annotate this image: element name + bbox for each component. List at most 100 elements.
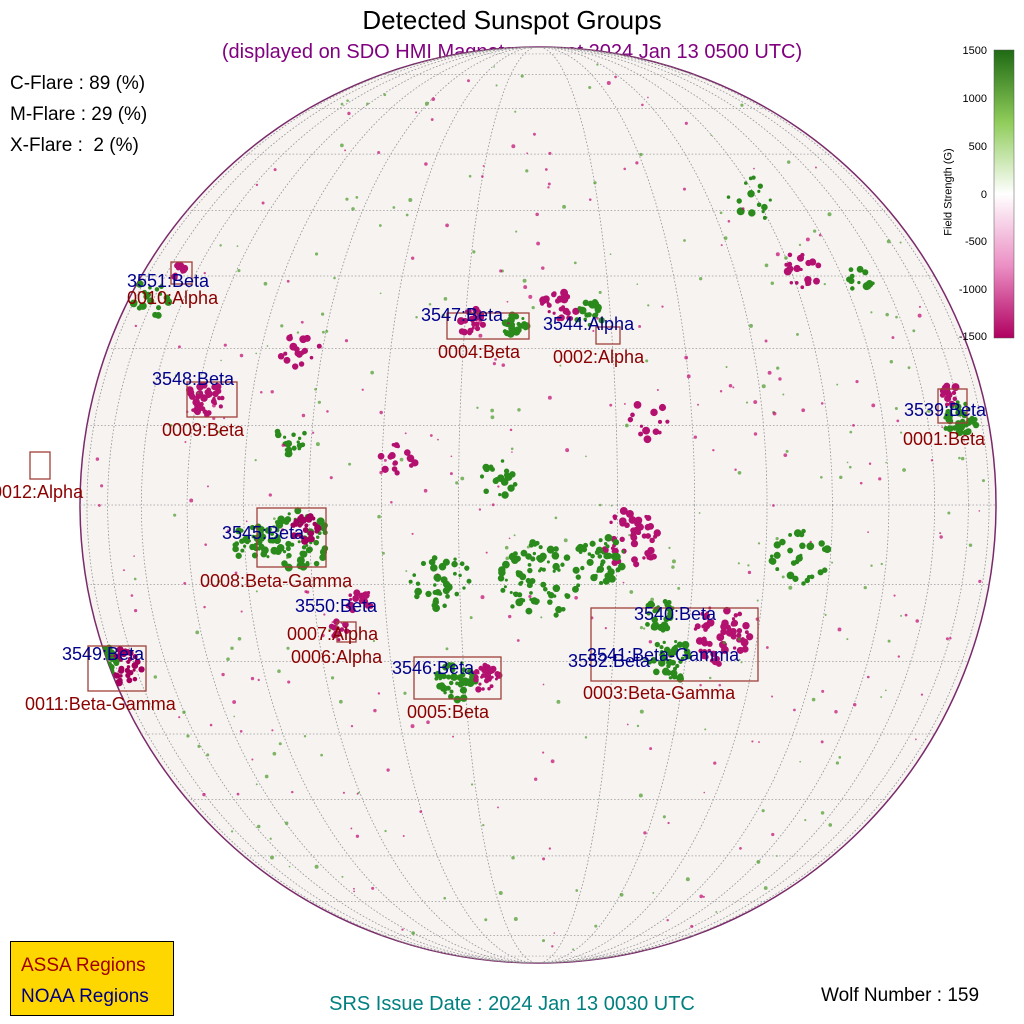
magnetic-speck: [710, 134, 713, 137]
magnetic-patch: [244, 539, 250, 545]
magnetic-speck: [237, 636, 242, 641]
magnetic-patch: [444, 583, 453, 592]
magnetic-patch: [204, 412, 209, 417]
magnetic-speck: [912, 329, 916, 333]
magnetic-patch: [154, 287, 160, 292]
magnetic-speck: [383, 93, 387, 97]
magnetic-patch: [420, 560, 427, 567]
magnetic-speck: [547, 182, 551, 186]
magnetic-patch: [572, 307, 580, 315]
magnetic-patch: [428, 558, 436, 566]
magnetic-patch: [498, 568, 506, 577]
magnetic-speck: [346, 99, 349, 102]
magnetic-patch: [552, 569, 556, 573]
magnetic-speck: [218, 430, 221, 434]
magnetic-patch: [440, 673, 447, 680]
magnetic-speck: [849, 430, 853, 434]
magnetic-patch: [951, 425, 958, 431]
magnetic-patch: [773, 551, 781, 559]
magnetic-patch: [235, 527, 243, 535]
magnetic-speck: [852, 424, 855, 427]
magnetic-speck: [945, 637, 949, 641]
magnetic-patch: [287, 512, 291, 516]
magnetic-speck: [783, 453, 788, 458]
magnetic-patch: [275, 527, 280, 533]
magnetic-speck: [320, 312, 325, 316]
magnetic-speck: [958, 456, 961, 460]
magnetic-patch: [786, 571, 795, 580]
magnetic-patch: [117, 677, 123, 683]
magnetic-patch: [644, 549, 651, 557]
magnetic-patch: [392, 460, 399, 466]
magnetic-speck: [403, 691, 407, 695]
magnetic-patch: [319, 553, 327, 561]
region-box: [170, 261, 193, 285]
magnetic-patch: [212, 390, 219, 398]
magnetic-patch: [506, 330, 515, 338]
magnetic-speck: [885, 461, 887, 464]
magnetic-speck: [939, 532, 942, 535]
magnetic-speck: [505, 556, 510, 561]
magnetic-speck: [300, 320, 304, 324]
magnetic-speck: [219, 244, 222, 247]
magnetic-speck: [624, 423, 629, 428]
magnetic-patch: [662, 640, 666, 645]
magnetic-patch: [630, 534, 638, 542]
magnetic-speck: [204, 543, 207, 546]
magnetic-speck: [782, 393, 785, 396]
magnetic-speck: [747, 564, 750, 567]
magnetic-speck: [838, 755, 842, 759]
magnetic-speck: [278, 742, 282, 746]
magnetic-patch: [501, 491, 509, 499]
magnetic-patch: [481, 687, 485, 691]
magnetic-speck: [237, 269, 241, 273]
magnetic-speck: [401, 928, 404, 931]
magnetic-speck: [699, 683, 702, 687]
magnetic-patch: [462, 317, 469, 324]
magnetic-patch: [296, 556, 305, 565]
magnetic-speck: [550, 759, 555, 764]
magnetic-patch: [320, 524, 327, 532]
magnetic-patch: [442, 603, 447, 609]
magnetic-speck: [915, 619, 919, 623]
magnetic-speck: [884, 689, 887, 692]
magnetic-speck: [900, 431, 903, 434]
colorbar-tick: 500: [968, 141, 987, 153]
magnetic-speck: [263, 281, 268, 286]
magnetic-speck: [230, 830, 234, 833]
magnetic-patch: [680, 656, 685, 661]
magnetic-speck: [820, 402, 824, 405]
magnetic-speck: [478, 320, 483, 325]
magnetic-speck: [404, 432, 407, 435]
magnetic-patch: [950, 401, 956, 407]
magnetic-speck: [269, 837, 272, 840]
noaa-region-label: 3551:Beta: [127, 271, 210, 291]
magnetic-speck: [643, 658, 647, 663]
magnetic-speck: [693, 435, 698, 439]
magnetic-speck: [272, 525, 276, 529]
magnetic-patch: [650, 408, 658, 417]
magnetic-speck: [255, 183, 259, 187]
magnetic-speck: [542, 857, 546, 861]
magnetic-speck: [333, 276, 336, 280]
magnetic-patch: [283, 351, 288, 356]
magnetic-patch: [301, 347, 309, 354]
magnetic-speck: [178, 345, 181, 349]
magnetic-speck: [831, 561, 834, 564]
magnetic-speck: [785, 449, 789, 453]
region-box: [446, 312, 530, 340]
longitude-line: [458, 47, 618, 963]
magnetic-speck: [173, 513, 177, 517]
magnetic-speck: [968, 543, 973, 547]
magnetic-patch: [458, 680, 465, 687]
longitude-line: [186, 47, 890, 963]
magnetic-patch: [404, 449, 411, 456]
magnetic-speck: [878, 477, 882, 481]
magnetic-speck: [350, 827, 353, 830]
magnetic-speck: [690, 924, 694, 928]
magnetic-speck: [623, 402, 626, 405]
region-box: [87, 645, 147, 692]
magnetic-patch: [568, 316, 574, 322]
magnetic-speck: [477, 672, 480, 675]
magnetic-speck: [727, 220, 731, 223]
